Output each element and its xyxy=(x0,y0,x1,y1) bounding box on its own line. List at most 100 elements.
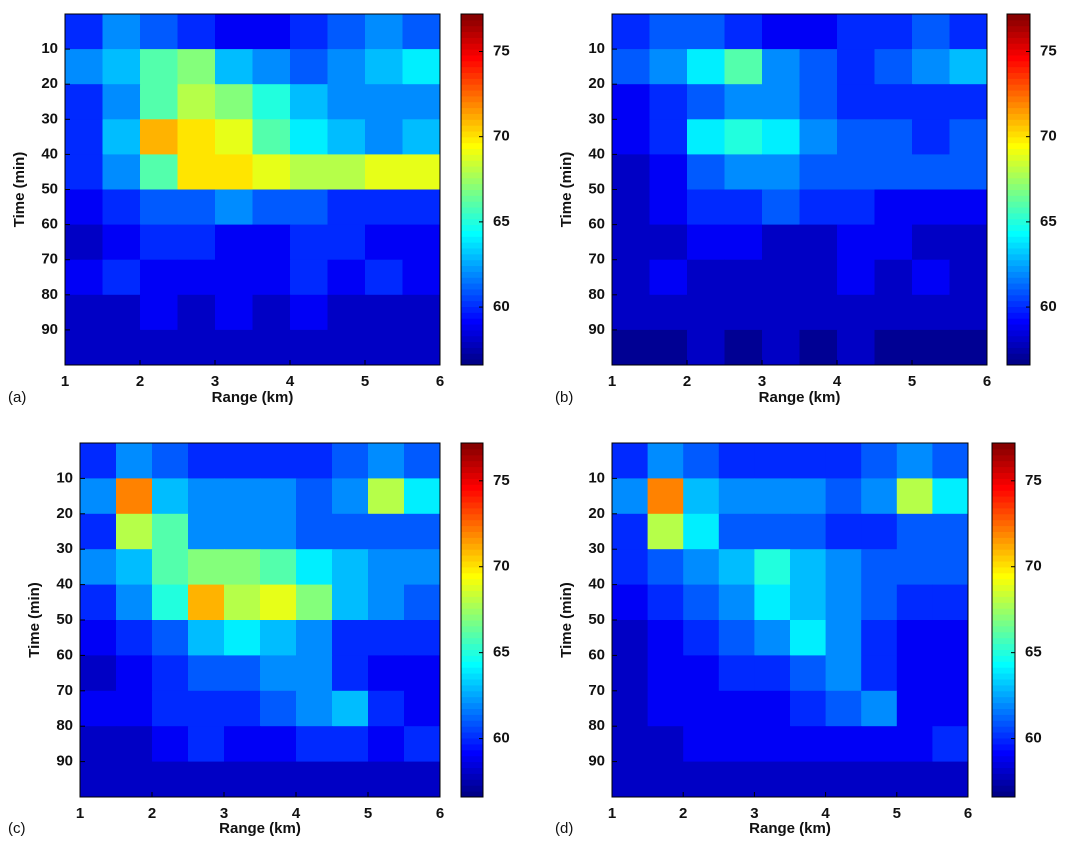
colorbar-segment xyxy=(461,513,483,521)
heatmap-cell xyxy=(683,690,720,727)
colorbar-segment xyxy=(1007,300,1030,307)
colorbar-segment xyxy=(461,507,483,515)
colorbar-segment xyxy=(992,555,1015,562)
heatmap-cell xyxy=(65,224,103,261)
y-tick-label: 40 xyxy=(588,145,605,162)
colorbar-segment xyxy=(461,779,483,786)
colorbar-segment xyxy=(1007,277,1030,284)
colorbar-segment xyxy=(461,347,483,354)
colorbar-segment xyxy=(461,478,483,485)
colorbar-segment xyxy=(992,466,1015,473)
heatmap-cell xyxy=(647,443,684,479)
y-tick-label: 70 xyxy=(56,682,73,699)
colorbar-segment xyxy=(992,726,1015,733)
colorbar-segment xyxy=(1007,294,1030,302)
colorbar-segment xyxy=(992,590,1015,597)
heatmap-cell xyxy=(724,224,763,261)
heatmap-cell xyxy=(799,224,838,261)
x-tick-label: 1 xyxy=(61,373,69,390)
heatmap-cell xyxy=(754,761,791,798)
heatmap-cell xyxy=(102,259,141,296)
heatmap-cell xyxy=(80,726,117,763)
colorbar-segment xyxy=(461,335,483,343)
colorbar-segment xyxy=(461,720,483,727)
colorbar-segment xyxy=(992,767,1015,774)
colorbar-segment xyxy=(461,195,483,202)
heatmap-cell xyxy=(687,294,725,331)
colorbar-segment xyxy=(461,673,483,680)
colorbar-segment xyxy=(1007,171,1030,179)
heatmap-cell xyxy=(402,154,441,190)
x-tick-label: 4 xyxy=(821,805,830,822)
heatmap-cell xyxy=(224,478,261,515)
y-tick-label: 80 xyxy=(56,717,73,734)
colorbar-segment xyxy=(992,448,1015,456)
colorbar-segment xyxy=(461,283,483,290)
panel-label: (a) xyxy=(8,389,26,406)
heatmap-cell xyxy=(116,655,153,692)
panel-label: (c) xyxy=(8,820,26,837)
colorbar-segment xyxy=(992,791,1015,798)
heatmap-cell xyxy=(912,259,950,296)
heatmap-cell xyxy=(402,259,441,296)
heatmap-cell xyxy=(188,761,225,798)
y-tick-label: 50 xyxy=(588,611,605,628)
heatmap-cell xyxy=(260,690,297,727)
heatmap-cell xyxy=(949,294,988,331)
colorbar-segment xyxy=(1007,318,1030,325)
heatmap-cell xyxy=(140,259,178,296)
heatmap-cell xyxy=(260,620,297,656)
colorbar-segment xyxy=(461,318,483,325)
colorbar-segment xyxy=(1007,19,1030,27)
heatmap-cell xyxy=(949,224,988,261)
heatmap-cell xyxy=(404,584,441,621)
colorbar-segment xyxy=(461,31,483,38)
x-tick-label: 2 xyxy=(148,805,156,822)
colorbar-tick-label: 65 xyxy=(493,213,510,230)
colorbar-segment xyxy=(992,755,1015,763)
y-tick-label: 10 xyxy=(41,40,58,57)
heatmap-cell xyxy=(612,478,649,515)
x-tick-label: 5 xyxy=(364,805,372,822)
heatmap-cell xyxy=(612,690,649,727)
heatmap-cell xyxy=(874,119,913,155)
heatmap-cell xyxy=(224,443,261,479)
colorbar-frame xyxy=(1006,13,1031,366)
colorbar-segment xyxy=(992,525,1015,532)
heatmap-cell xyxy=(754,620,791,656)
heatmap-cell xyxy=(296,443,333,479)
heatmap-cell xyxy=(799,14,838,50)
heatmap-cell xyxy=(649,14,688,50)
colorbar-segment xyxy=(461,566,483,574)
heatmap-cell xyxy=(683,584,720,621)
colorbar-segment xyxy=(1007,253,1030,261)
heatmap-cell xyxy=(649,119,688,155)
heatmap-cell xyxy=(140,189,178,226)
heatmap-cell xyxy=(365,49,403,85)
colorbar-segment xyxy=(461,785,483,792)
x-tick-label: 5 xyxy=(908,373,916,390)
heatmap-cell xyxy=(874,224,913,261)
colorbar-segment xyxy=(1007,107,1030,114)
x-tick-label: 6 xyxy=(983,373,991,390)
colorbar-segment xyxy=(1007,183,1030,190)
heatmap-cell xyxy=(368,549,405,586)
colorbar-segment xyxy=(461,620,483,627)
y-tick-label: 40 xyxy=(56,576,73,593)
x-tick-label: 1 xyxy=(608,805,616,822)
heatmap-cell xyxy=(116,549,153,586)
x-tick-label: 6 xyxy=(436,805,444,822)
colorbar-segment xyxy=(461,49,483,56)
heatmap-cell xyxy=(116,443,153,479)
colorbar-segment xyxy=(1007,218,1030,226)
colorbar-segment xyxy=(461,242,483,249)
colorbar-segment xyxy=(992,738,1015,745)
colorbar-segment xyxy=(461,625,483,633)
colorbar-segment xyxy=(1007,66,1030,73)
heatmap-cell xyxy=(612,329,650,366)
heatmap-cell xyxy=(949,259,988,296)
heatmap-cell xyxy=(260,443,297,479)
colorbar-segment xyxy=(992,637,1015,645)
colorbar-segment xyxy=(1007,160,1030,167)
heatmap-cell xyxy=(332,513,369,550)
